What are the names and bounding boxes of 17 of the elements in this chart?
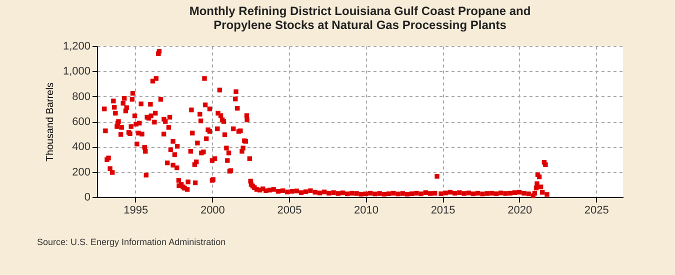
x-tick-label: 2020: [508, 204, 532, 216]
y-tick-label: 1,000: [62, 66, 90, 78]
y-axis-title: Thousand Barrels: [44, 82, 56, 162]
x-tick-label: 2010: [354, 204, 378, 216]
y-tick-label: 0: [84, 192, 90, 204]
x-tick-label: 2015: [430, 204, 456, 216]
x-tick-label: 2000: [200, 204, 225, 216]
y-tick-label: 800: [72, 90, 90, 103]
x-tick-label: 1995: [124, 204, 148, 216]
source-note: Source: U.S. Energy Information Administration: [37, 237, 226, 247]
y-tick-label: 1,200: [62, 40, 90, 52]
y-tick-label: 400: [72, 141, 90, 154]
y-tick-label: 200: [72, 166, 90, 178]
x-tick-label: 2005: [277, 204, 302, 216]
chart-title: Monthly Refining District Louisiana Gulf Coast Propane and Propylene Stocks at Natural Gas Processing Plants: [189, 4, 531, 32]
y-tick-label: 600: [72, 116, 90, 128]
x-tick-label: 2025: [584, 204, 609, 216]
